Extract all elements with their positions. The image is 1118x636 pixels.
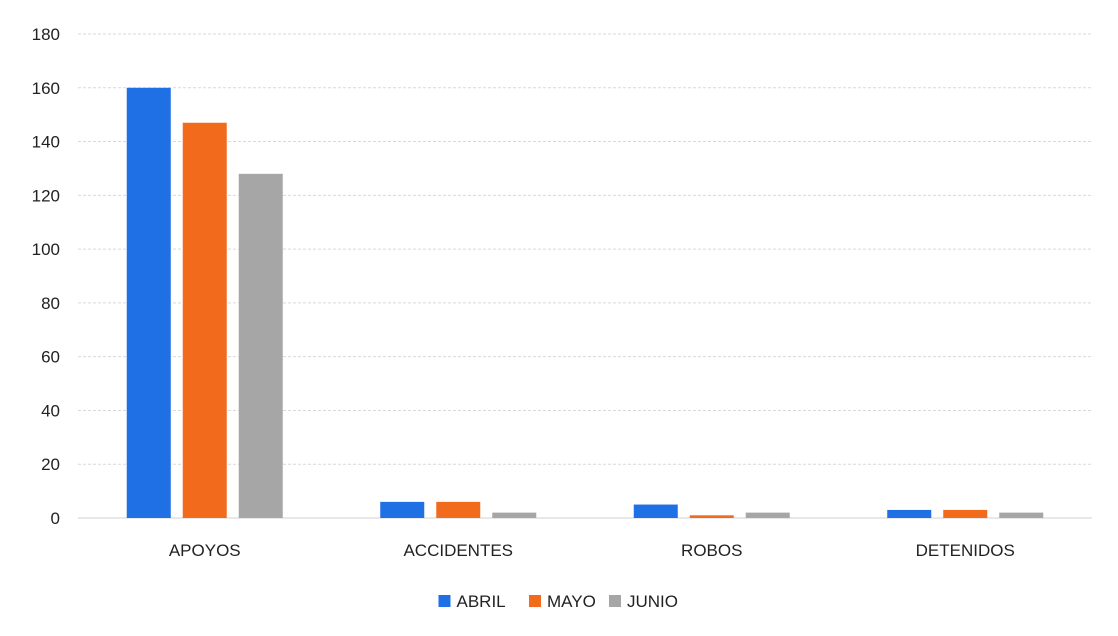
bar-abril-robos [633,504,678,518]
y-tick-label: 180 [32,25,60,44]
gridlines [78,33,1092,519]
y-tick-label: 100 [32,240,60,259]
bar-junio-detenidos [999,512,1044,518]
bar-junio-accidentes [492,512,537,518]
legend-swatch-mayo [529,595,541,607]
bar-mayo-accidentes [436,501,481,518]
legend-label-junio: JUNIO [627,592,678,611]
bar-abril-accidentes [380,501,425,518]
bar-abril-apoyos [126,87,171,519]
bar-junio-apoyos [238,173,283,519]
bar-mayo-robos [689,515,734,518]
bar-junio-robos [745,512,790,518]
y-tick-label: 120 [32,186,60,205]
legend: ABRIL MAYO JUNIO [438,592,678,611]
x-category-label: DETENIDOS [916,541,1015,560]
legend-swatch-junio [609,595,621,607]
legend-label-abril: ABRIL [457,592,506,611]
y-tick-label: 0 [51,509,60,528]
y-axis-tick-labels: 0 20 40 60 80 100 120 140 160 180 [32,25,60,528]
bar-abril-detenidos [887,509,932,518]
y-tick-label: 140 [32,133,60,152]
legend-swatch-abril [438,595,451,607]
bar-mayo-apoyos [182,122,227,518]
y-tick-label: 60 [41,348,60,367]
x-category-label: APOYOS [169,541,241,560]
legend-label-mayo: MAYO [547,592,596,611]
bars [126,87,1044,519]
y-tick-label: 160 [32,79,60,98]
x-axis-category-labels: APOYOS ACCIDENTES ROBOS DETENIDOS [169,541,1015,560]
y-tick-label: 40 [41,401,60,420]
bar-mayo-detenidos [943,509,988,518]
y-tick-label: 20 [41,455,60,474]
x-category-label: ROBOS [681,541,742,560]
x-category-label: ACCIDENTES [403,541,513,560]
y-tick-label: 80 [41,294,60,313]
